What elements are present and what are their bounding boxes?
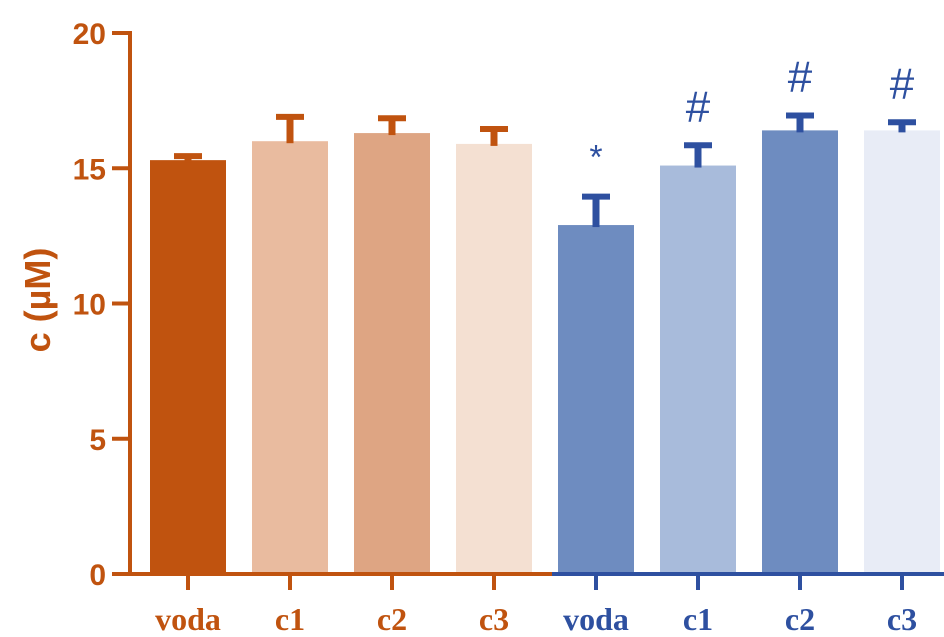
error-bar-2 <box>276 113 304 144</box>
y-tick-label-0: 0 <box>89 559 106 592</box>
bar-4 <box>456 143 532 574</box>
bar-2 <box>252 141 328 574</box>
bar-1 <box>150 160 226 574</box>
bar-8 <box>864 130 940 574</box>
category-label-6: c1 <box>683 601 713 637</box>
bar-7 <box>762 130 838 574</box>
category-label-7: c2 <box>785 601 815 637</box>
y-tick-label-20: 20 <box>73 18 106 51</box>
category-label-5: voda <box>563 601 629 637</box>
error-bar-6 <box>684 142 712 168</box>
error-bar-7 <box>786 112 814 133</box>
error-bar-8 <box>888 119 916 133</box>
y-tick-label-5: 5 <box>89 424 106 457</box>
significance-marker-6: # <box>686 82 711 131</box>
category-label-3: c2 <box>377 601 407 637</box>
significance-marker-5: * <box>589 139 602 177</box>
y-axis-title: c (µM) <box>17 248 58 353</box>
bar-3 <box>354 133 430 574</box>
error-bar-4 <box>480 126 508 146</box>
bar-6 <box>660 165 736 575</box>
category-label-1: voda <box>155 601 221 637</box>
error-bar-1 <box>174 153 202 163</box>
bar-5 <box>558 225 634 574</box>
significance-marker-8: # <box>890 59 915 108</box>
y-tick-label-10: 10 <box>73 289 106 322</box>
significance-marker-7: # <box>788 53 813 102</box>
category-label-2: c1 <box>275 601 305 637</box>
error-bar-3 <box>378 115 406 136</box>
category-label-8: c3 <box>887 601 917 637</box>
y-tick-label-15: 15 <box>73 153 106 186</box>
error-bar-5 <box>582 193 610 228</box>
category-label-4: c3 <box>479 601 509 637</box>
